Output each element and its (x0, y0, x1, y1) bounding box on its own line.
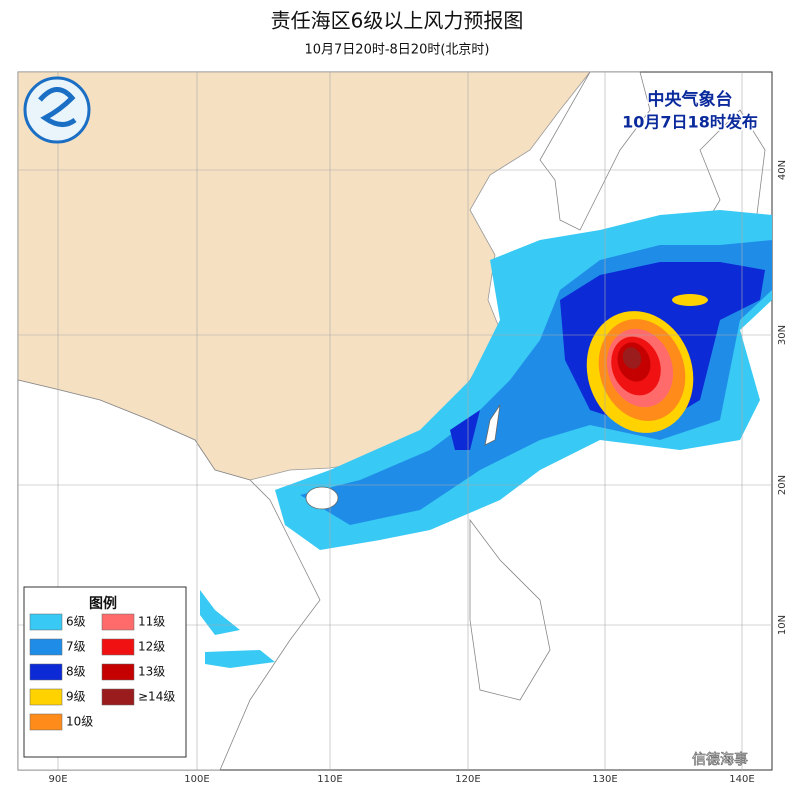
legend-swatch (101, 663, 135, 681)
title: 责任海区6级以上风力预报图 (271, 9, 524, 33)
map: 90E 100E 110E 120E 130E 140E 40N 30N 20N 10N (17, 71, 788, 785)
legend-label: 9级 (66, 690, 86, 704)
longitude-label: 140E (729, 774, 754, 785)
philippines-land (469, 518, 551, 701)
legend-swatch (101, 688, 135, 706)
graticule: 90E 100E 110E 120E 130E 140E 40N 30N 20N 10N (18, 72, 788, 785)
swath-6c (205, 650, 275, 668)
swath-8b (450, 410, 480, 450)
legend-label: 12级 (138, 640, 165, 654)
legend-swatch (101, 638, 135, 656)
latitude-label: 10N (777, 615, 788, 635)
legend-swatch (29, 688, 63, 706)
legend-label: 6级 (66, 615, 86, 629)
legend-label: ≥14级 (138, 690, 175, 704)
longitude-label: 130E (592, 774, 617, 785)
legend-label: 11级 (138, 615, 165, 629)
issuer-name: 中央气象台 (648, 89, 733, 110)
longitude-label: 120E (455, 774, 480, 785)
latitude-label: 40N (777, 160, 788, 180)
logo-mark (38, 87, 77, 127)
legend-swatch (29, 638, 63, 656)
watermark: 信德海事 (692, 752, 748, 768)
legend-swatch (101, 613, 135, 631)
longitude-label: 90E (48, 774, 67, 785)
legend-swatch (29, 713, 63, 731)
issue-time: 10月7日18时发布 (622, 113, 758, 132)
longitude-label: 100E (184, 774, 209, 785)
legend-swatch (29, 613, 63, 631)
legend: 图例 6级 7级 8级 9级 10级 11级 12级 13级 ≥14级 (23, 586, 187, 758)
legend-title: 图例 (89, 595, 117, 612)
swath-9-arm (672, 294, 708, 306)
swath-6b (200, 590, 240, 635)
taiwan-land (484, 404, 501, 446)
longitude-label: 110E (317, 774, 342, 785)
typhoon-ring (622, 347, 642, 369)
hainan-land (305, 486, 339, 510)
subtitle: 10月7日20时-8日20时(北京时) (304, 43, 489, 58)
latitude-label: 20N (777, 475, 788, 495)
legend-swatch (29, 663, 63, 681)
latitude-label: 30N (777, 325, 788, 345)
wind-swaths (200, 210, 772, 668)
legend-label: 8级 (66, 665, 86, 679)
legend-label: 10级 (66, 715, 93, 729)
legend-label: 13级 (138, 665, 165, 679)
logo (23, 76, 91, 144)
legend-label: 7级 (66, 640, 86, 654)
